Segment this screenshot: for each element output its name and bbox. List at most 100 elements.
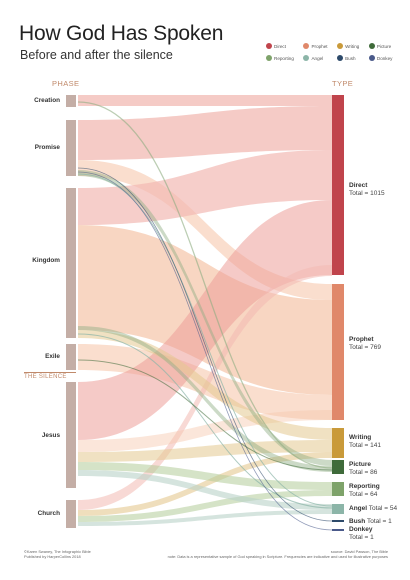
legend-swatch xyxy=(337,55,344,61)
flow-line-promise-angel xyxy=(77,173,333,507)
legend-swatch xyxy=(266,55,272,61)
silence-divider xyxy=(24,372,76,373)
type-label-writing: Writing Total = 141 xyxy=(349,434,381,450)
page-subtitle: Before and after the silence xyxy=(20,48,173,62)
flow-promise-prophet xyxy=(78,160,332,300)
type-name: Prophet xyxy=(349,336,374,343)
type-name: Bush xyxy=(349,518,366,525)
phase-label-jesus: Jesus xyxy=(41,432,60,439)
footer-source: source: David Pawson, The Bible xyxy=(330,549,388,554)
legend-swatch xyxy=(337,43,344,49)
phase-label-exile: Exile xyxy=(45,353,60,360)
flow-kingdom-picture xyxy=(78,326,332,472)
type-label-reporting: Reporting Total = 64 xyxy=(349,483,380,499)
footer-notes: source: David Pawson, The Bible note: Da… xyxy=(168,549,388,559)
type-node-bush xyxy=(332,520,344,522)
legend-swatch xyxy=(303,55,310,61)
legend-label: Direct xyxy=(274,43,286,49)
page-title: How God Has Spoken xyxy=(19,22,224,45)
type-total: Total = 1 xyxy=(349,534,374,541)
type-total: Total = 1 xyxy=(366,518,392,525)
flow-church-writing xyxy=(78,452,332,516)
footer-note: note: Data is a representative sample of… xyxy=(167,554,388,559)
legend-swatch xyxy=(266,43,272,49)
legend-label: Writing xyxy=(345,43,360,49)
legend-item-bush: Bush xyxy=(337,55,363,61)
type-column-heading: TYPE xyxy=(332,79,354,88)
legend-label: Picture xyxy=(376,43,392,49)
phase-nodes xyxy=(66,95,76,528)
type-label-donkey: Donkey Total = 1 xyxy=(349,526,374,542)
legend-item-angel: Angel xyxy=(303,55,331,61)
type-node-writing xyxy=(332,428,344,458)
legend-label: Reporting xyxy=(274,55,294,61)
type-nodes xyxy=(332,95,344,531)
flow-line-creation-picture xyxy=(77,101,333,469)
type-total: Total = 86 xyxy=(349,469,378,476)
phase-label-creation: Creation xyxy=(34,97,60,104)
flow-jesus-direct xyxy=(78,200,332,440)
type-node-prophet xyxy=(332,284,344,420)
legend-item-prophet: Prophet xyxy=(303,43,331,49)
phase-node-jesus xyxy=(66,382,76,488)
type-label-angel: Angel Total = 54 xyxy=(349,505,397,513)
phase-node-promise xyxy=(66,120,76,176)
type-total: Total = 64 xyxy=(349,491,378,498)
type-total: Total = 141 xyxy=(349,442,381,449)
legend-swatch xyxy=(368,55,375,61)
legend-item-picture: Picture xyxy=(368,43,396,49)
type-label-direct: Direct Total = 1015 xyxy=(349,182,385,198)
legend-item-direct: Direct xyxy=(266,43,297,49)
type-node-donkey xyxy=(332,529,344,531)
legend-label: Prophet xyxy=(311,43,328,49)
flow-line-exile-picture xyxy=(77,359,333,471)
type-node-reporting xyxy=(332,482,344,496)
phase-label-promise: Promise xyxy=(34,144,60,151)
type-node-picture xyxy=(332,460,344,474)
type-label-picture: Picture Total = 86 xyxy=(349,461,377,477)
flow-line-promise-bush xyxy=(77,167,333,522)
type-name: Picture xyxy=(349,461,372,468)
phase-label-church: Church xyxy=(37,510,60,517)
legend-swatch xyxy=(368,43,375,49)
legend-item-writing: Writing xyxy=(337,43,363,49)
legend-label: Donkey xyxy=(376,55,393,61)
flow-church-reporting xyxy=(78,490,332,522)
type-label-bush: Bush Total = 1 xyxy=(349,518,392,526)
silence-label: THE SILENCE xyxy=(24,374,67,380)
type-name: Donkey xyxy=(349,526,373,533)
flow-church-angel xyxy=(78,510,332,526)
legend-swatch xyxy=(303,43,310,49)
flow-creation-direct xyxy=(78,95,332,106)
footer-copyright: ©Karen Swaney, The Infographic Bible xyxy=(24,549,91,554)
phase-node-church xyxy=(66,500,76,528)
type-total: Total = 769 xyxy=(349,344,381,351)
phase-node-creation xyxy=(66,95,76,107)
flow-promise-picture xyxy=(78,170,332,466)
flow-promise-direct xyxy=(78,106,332,160)
flow-jesus-angel xyxy=(78,470,332,510)
flow-line-promise-donkey xyxy=(77,171,333,531)
flow-line-kingdom-angel xyxy=(77,333,333,509)
flow-kingdom-direct xyxy=(78,150,332,225)
type-name: Direct xyxy=(349,182,368,189)
legend: Direct Prophet Writing Picture Reporting… xyxy=(266,43,396,61)
phase-label-kingdom: Kingdom xyxy=(32,257,60,264)
legend-label: Bush xyxy=(345,55,356,61)
flow-layer xyxy=(77,95,333,531)
type-total: Total = 1015 xyxy=(349,190,385,197)
type-name: Angel xyxy=(349,505,368,512)
phase-node-kingdom xyxy=(66,188,76,338)
type-node-direct xyxy=(332,95,344,275)
type-label-prophet: Prophet Total = 769 xyxy=(349,336,381,352)
phase-column-heading: PHASE xyxy=(52,79,80,88)
type-name: Writing xyxy=(349,434,372,441)
legend-label: Angel xyxy=(311,55,324,61)
legend-item-reporting: Reporting xyxy=(266,55,297,61)
phase-node-exile xyxy=(66,344,76,370)
type-node-angel xyxy=(332,504,344,514)
type-name: Reporting xyxy=(349,483,380,490)
footer-credits: ©Karen Swaney, The Infographic Bible Pub… xyxy=(24,549,91,559)
flow-jesus-writing xyxy=(78,440,332,462)
